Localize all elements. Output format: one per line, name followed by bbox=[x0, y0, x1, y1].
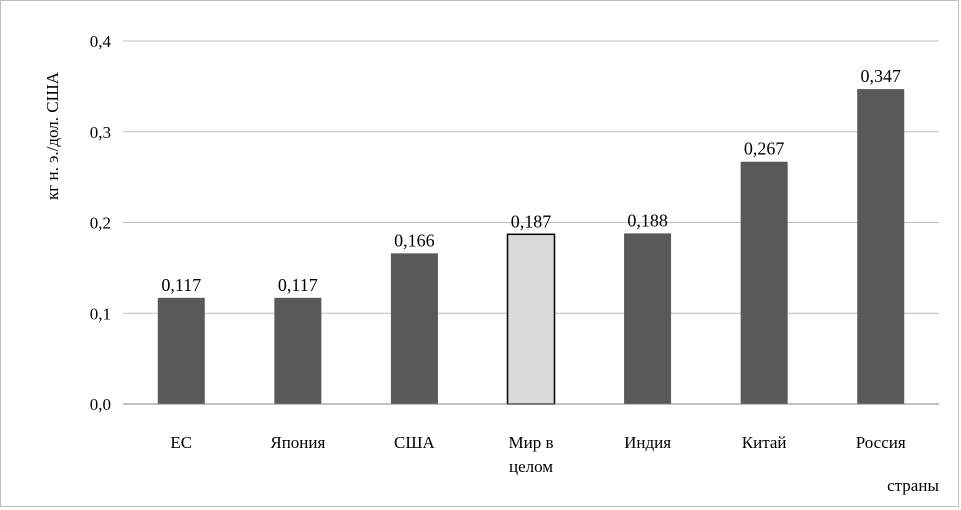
data-label: 0,117 bbox=[278, 275, 318, 295]
bar bbox=[740, 161, 788, 404]
bar bbox=[390, 253, 438, 404]
data-label: 0,347 bbox=[860, 66, 901, 86]
x-tick-label: Китай bbox=[742, 433, 787, 452]
y-axis-label: кг н. э./дол. США bbox=[43, 71, 62, 200]
x-tick-label: Япония bbox=[270, 433, 325, 452]
data-label: 0,166 bbox=[394, 230, 435, 250]
x-tick-label: США bbox=[394, 433, 435, 452]
bar bbox=[157, 297, 205, 404]
y-tick-label: 0,3 bbox=[90, 123, 111, 142]
y-tick-label: 0,0 bbox=[90, 395, 111, 414]
bar bbox=[506, 233, 556, 405]
y-tick-label: 0,1 bbox=[90, 304, 111, 323]
bar bbox=[857, 89, 905, 404]
y-tick-label: 0,4 bbox=[90, 32, 112, 51]
x-tick-label: ЕС bbox=[170, 433, 192, 452]
data-labels: 0,117 0,117 0,166 0,187 0,188 0,267 0,347 bbox=[161, 66, 901, 295]
data-label: 0,188 bbox=[627, 210, 668, 230]
y-tick-label: 0,2 bbox=[90, 214, 111, 233]
data-label: 0,267 bbox=[744, 139, 785, 159]
bars bbox=[157, 89, 905, 405]
bar bbox=[274, 297, 322, 404]
y-tick-labels: 0,0 0,1 0,2 0,3 0,4 bbox=[90, 32, 112, 414]
bar bbox=[624, 233, 672, 404]
x-tick-labels: ЕС Япония США Мир в целом Индия Китай Россия bbox=[170, 433, 905, 476]
x-tick-label: Россия bbox=[856, 433, 906, 452]
x-axis-label: страны bbox=[887, 476, 939, 495]
data-label: 0,117 bbox=[161, 275, 201, 295]
x-tick-label: Индия bbox=[624, 433, 671, 452]
data-label: 0,187 bbox=[511, 211, 552, 231]
x-tick-label: Мир в целом bbox=[509, 433, 554, 476]
